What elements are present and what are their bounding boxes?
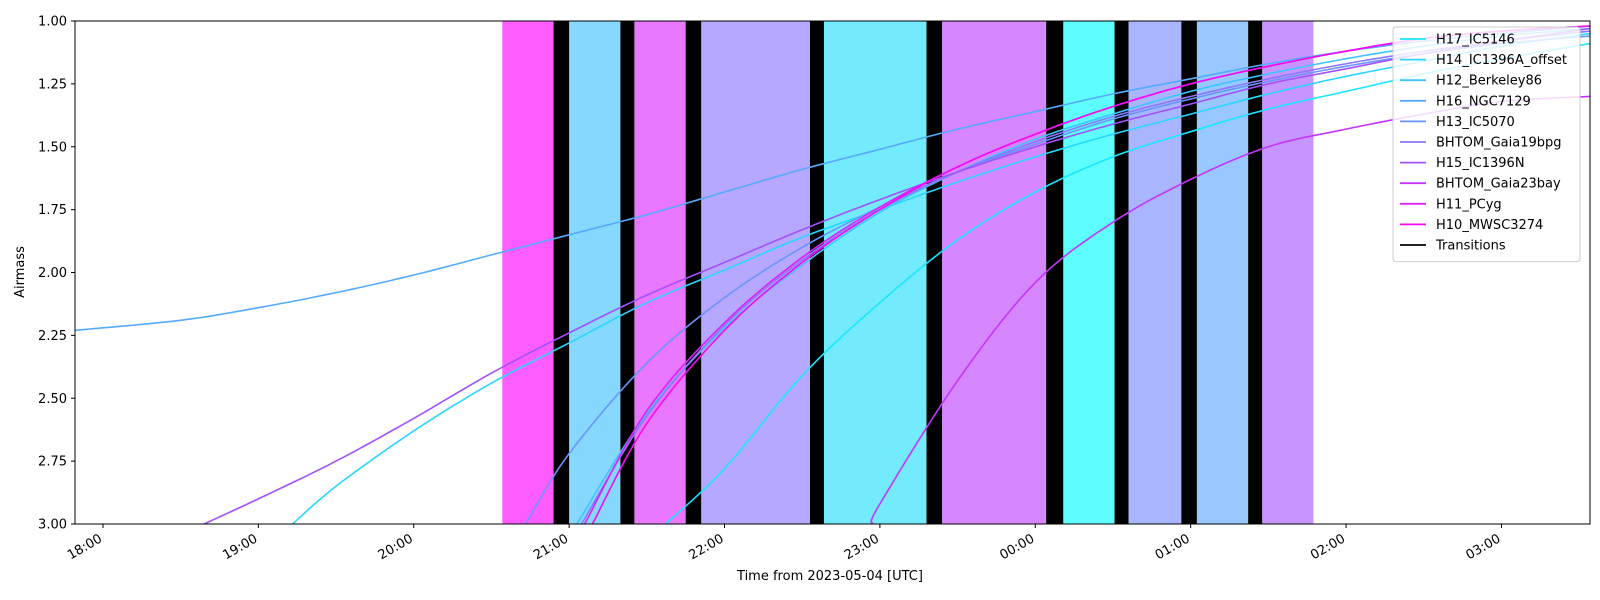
legend: H17_IC5146 H14_IC1396A_offset H12_Berkeley… (1392, 26, 1581, 263)
observation-band (823, 21, 927, 524)
observation-band (634, 21, 686, 524)
observation-band (1063, 21, 1115, 524)
x-tick-label: 23:00 (842, 531, 882, 563)
observation-bands (502, 21, 1314, 524)
series-line (291, 32, 1590, 524)
y-tick-label: 2.50 (38, 392, 67, 407)
observation-band (502, 21, 554, 524)
y-tick-label: 1.75 (38, 203, 67, 218)
transition-band (926, 21, 943, 524)
legend-label: BHTOM_Gaia19bpg (1436, 136, 1562, 151)
transition-band (809, 21, 824, 524)
x-tick-label: 00:00 (997, 531, 1037, 563)
legend-label: Transitions (1435, 239, 1506, 254)
y-axis-title: Airmass (13, 246, 28, 298)
y-tick-label: 1.50 (38, 140, 67, 155)
legend-label: BHTOM_Gaia23bay (1436, 177, 1561, 192)
legend-label: H15_IC1396N (1436, 156, 1525, 171)
transition-band (685, 21, 702, 524)
observation-band (1262, 21, 1314, 524)
x-tick-label: 21:00 (531, 531, 571, 563)
transition-band (1181, 21, 1197, 524)
y-tick-label: 2.00 (38, 266, 67, 281)
transition-band (1114, 21, 1129, 524)
y-tick-label: 1.25 (38, 77, 67, 92)
y-tick-label: 2.75 (38, 455, 67, 470)
observation-band (569, 21, 621, 524)
series-line (203, 27, 1590, 524)
x-tick-label: 02:00 (1308, 531, 1348, 563)
x-tick-label: 19:00 (220, 531, 260, 563)
x-tick-label: 20:00 (376, 531, 416, 563)
x-axis-title: Time from 2023-05-04 [UTC] (736, 569, 923, 584)
y-tick-label: 1.00 (38, 15, 67, 30)
legend-label: H16_NGC7129 (1436, 94, 1531, 109)
observation-band (1196, 21, 1249, 524)
transition-band (553, 21, 570, 524)
transition-band (1046, 21, 1064, 524)
legend-label: H13_IC5070 (1436, 115, 1515, 130)
legend-label: H10_MWSC3274 (1436, 218, 1543, 233)
y-axis-ticks: 1.00 1.25 1.50 1.75 2.00 2.25 2.50 2.75 3.00 (38, 15, 75, 533)
y-tick-label: 3.00 (38, 518, 67, 533)
x-axis-ticks: 18:00 19:00 20:00 21:00 22:00 23:00 00:00 01:00… (65, 524, 1503, 563)
y-tick-label: 2.25 (38, 329, 67, 344)
transition-band (1248, 21, 1263, 524)
x-tick-label: 18:00 (65, 531, 105, 563)
legend-label: H17_IC5146 (1436, 33, 1515, 48)
legend-label: H14_IC1396A_offset (1436, 53, 1567, 68)
x-tick-label: 22:00 (687, 531, 727, 563)
x-tick-label: 03:00 (1463, 531, 1503, 563)
transition-bands (553, 21, 1263, 524)
observation-band (942, 21, 1047, 524)
legend-label: H11_PCyg (1436, 197, 1502, 212)
transition-band (620, 21, 635, 524)
legend-box (1392, 26, 1581, 263)
x-tick-label: 01:00 (1153, 531, 1193, 563)
legend-label: H12_Berkeley86 (1436, 74, 1542, 89)
